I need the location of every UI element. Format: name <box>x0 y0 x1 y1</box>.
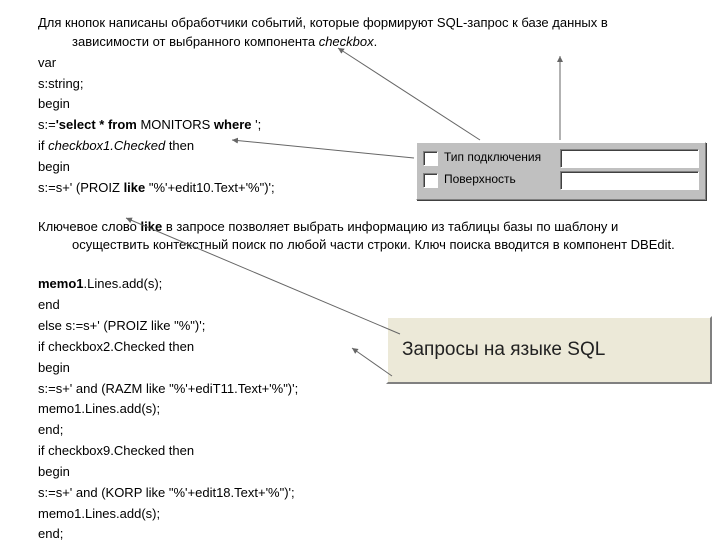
sql-window: Запросы на языке SQL <box>386 316 712 384</box>
intro-text-c: . <box>374 34 378 49</box>
panel-row-connection-type: Тип подключения <box>423 147 699 169</box>
code-line: memo1.Lines.add(s); <box>38 400 684 419</box>
code-line: begin <box>38 95 684 114</box>
checkbox-connection-type[interactable] <box>423 151 438 166</box>
code-line: var <box>38 54 684 73</box>
code-line: memo1.Lines.add(s); <box>38 275 684 294</box>
textfield-surface[interactable] <box>560 171 699 190</box>
intro-paragraph: Для кнопок написаны обработчики событий,… <box>38 14 684 52</box>
code-line: s:='select * from MONITORS where '; <box>38 116 684 135</box>
checkbox-surface[interactable] <box>423 173 438 188</box>
intro-text-b: checkbox <box>319 34 374 49</box>
checkbox-label: Тип подключения <box>444 149 554 166</box>
code-line: if checkbox9.Checked then <box>38 442 684 461</box>
code-line: memo1.Lines.add(s); <box>38 505 684 524</box>
code-line: s:string; <box>38 75 684 94</box>
code-line: end <box>38 296 684 315</box>
sql-window-title: Запросы на языке SQL <box>402 336 698 364</box>
panel-row-surface: Поверхность <box>423 169 699 191</box>
code-line: end; <box>38 421 684 440</box>
code-line: end; <box>38 525 684 544</box>
checkbox-label: Поверхность <box>444 171 554 188</box>
code-line: s:=s+' and (KORP like "%'+edit18.Text+'%… <box>38 484 684 503</box>
textfield-connection-type[interactable] <box>560 149 699 168</box>
like-paragraph: Ключевое слово like в запросе позволяет … <box>38 218 684 256</box>
checkbox-panel: Тип подключения Поверхность <box>416 142 706 200</box>
code-line: begin <box>38 463 684 482</box>
